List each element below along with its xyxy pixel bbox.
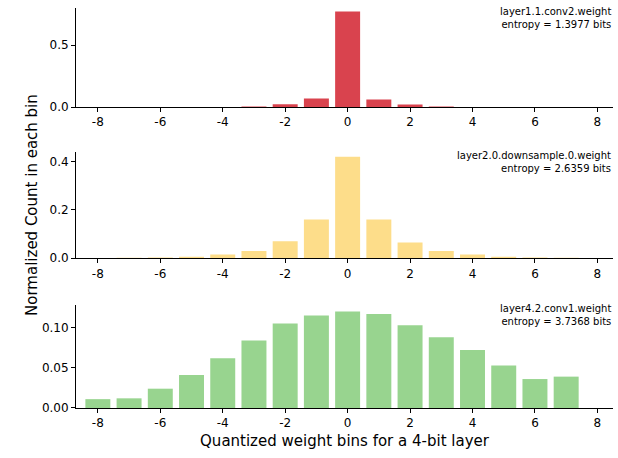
svg-text:0.0: 0.0 — [50, 100, 69, 114]
svg-text:Quantized weight bins for a 4-: Quantized weight bins for a 4-bit layer — [200, 432, 490, 450]
svg-text:8: 8 — [594, 115, 602, 129]
svg-text:-4: -4 — [217, 416, 229, 430]
svg-text:0.0: 0.0 — [50, 251, 69, 265]
svg-text:layer4.2.conv1.weightentropy =: layer4.2.conv1.weightentropy = 3.7368 bi… — [500, 303, 611, 327]
svg-text:-8: -8 — [92, 115, 104, 129]
svg-text:-8: -8 — [92, 267, 104, 281]
svg-text:6: 6 — [531, 416, 539, 430]
svg-text:0.2: 0.2 — [50, 203, 69, 217]
svg-text:2: 2 — [406, 115, 414, 129]
svg-text:0.4: 0.4 — [50, 155, 69, 169]
svg-text:layer1.1.conv2.weightentropy =: layer1.1.conv2.weightentropy = 1.3977 bi… — [500, 6, 611, 30]
svg-text:6: 6 — [531, 267, 539, 281]
svg-text:0.5: 0.5 — [50, 38, 69, 52]
svg-text:2: 2 — [406, 416, 414, 430]
svg-text:-6: -6 — [154, 416, 166, 430]
svg-text:4: 4 — [469, 416, 477, 430]
svg-text:6: 6 — [531, 115, 539, 129]
svg-text:8: 8 — [594, 416, 602, 430]
svg-text:0.00: 0.00 — [42, 401, 69, 415]
svg-text:-4: -4 — [217, 115, 229, 129]
svg-text:4: 4 — [469, 267, 477, 281]
svg-text:0: 0 — [344, 115, 352, 129]
svg-text:-2: -2 — [279, 416, 291, 430]
svg-text:-2: -2 — [279, 267, 291, 281]
svg-text:layer2.0.downsample.0.weighten: layer2.0.downsample.0.weightentropy = 2.… — [457, 150, 611, 174]
svg-text:Normalized Count in each bin: Normalized Count in each bin — [23, 94, 41, 316]
svg-text:-2: -2 — [279, 115, 291, 129]
svg-text:-6: -6 — [154, 267, 166, 281]
svg-text:-8: -8 — [92, 416, 104, 430]
svg-text:-4: -4 — [217, 267, 229, 281]
svg-text:0.05: 0.05 — [42, 361, 69, 375]
svg-text:0.10: 0.10 — [42, 321, 69, 335]
svg-text:0: 0 — [344, 267, 352, 281]
svg-text:2: 2 — [406, 267, 414, 281]
svg-text:4: 4 — [469, 115, 477, 129]
svg-text:8: 8 — [594, 267, 602, 281]
svg-text:0: 0 — [344, 416, 352, 430]
svg-text:-6: -6 — [154, 115, 166, 129]
